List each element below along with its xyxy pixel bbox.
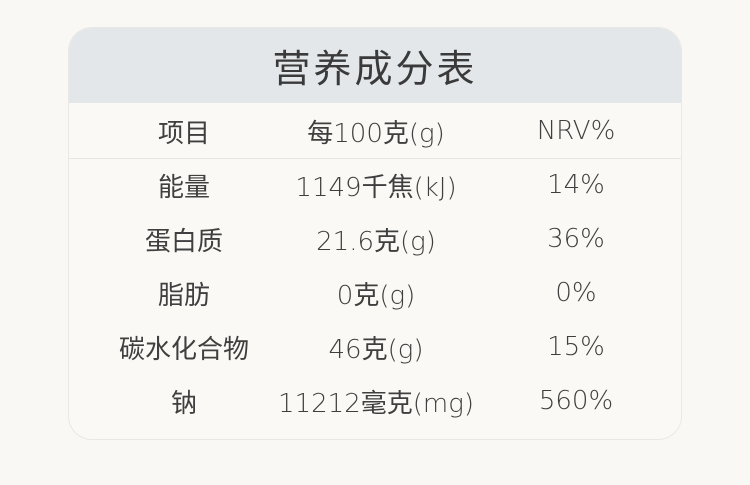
table-row: 蛋白质 21.6克(g) 36% bbox=[69, 212, 681, 266]
column-header: NRV% bbox=[536, 116, 616, 146]
table-row: 碳水化合物 46克(g) 15% bbox=[69, 320, 681, 374]
table-cell: 560% bbox=[538, 386, 614, 416]
column-header: 每100克(g) bbox=[307, 118, 445, 149]
table-cell: 15% bbox=[547, 332, 605, 362]
header-row: 项目 每100克(g) NRV% bbox=[69, 104, 681, 158]
table-cell: 0克(g) bbox=[336, 280, 416, 311]
table-row: 钠 11212毫克(mg) 560% bbox=[69, 374, 681, 428]
divider bbox=[69, 158, 681, 159]
table-cell: 能量 bbox=[157, 172, 211, 203]
table-cell: 碳水化合物 bbox=[118, 334, 250, 365]
nutrition-table: 营养成分表 项目 每100克(g) NRV% 能量 1149千焦(kJ) 14% 蛋白… bbox=[68, 27, 682, 440]
table-cell: 11212毫克(mg) bbox=[278, 388, 474, 419]
column-header: 项目 bbox=[157, 118, 211, 149]
table-row: 能量 1149千焦(kJ) 14% bbox=[69, 158, 681, 212]
table-cell: 钠 bbox=[170, 388, 198, 419]
table-row: 脂肪 0克(g) 0% bbox=[69, 266, 681, 320]
table-title: 营养成分表 bbox=[69, 28, 681, 103]
table-cell: 36% bbox=[547, 224, 605, 254]
table-cell: 21.6克(g) bbox=[316, 226, 436, 257]
table-cell: 1149千焦(kJ) bbox=[295, 172, 457, 203]
table-cell: 14% bbox=[547, 170, 605, 200]
table-cell: 脂肪 bbox=[157, 280, 211, 311]
table-cell: 蛋白质 bbox=[144, 226, 224, 257]
table-cell: 46克(g) bbox=[328, 334, 424, 365]
table-cell: 0% bbox=[555, 278, 597, 308]
